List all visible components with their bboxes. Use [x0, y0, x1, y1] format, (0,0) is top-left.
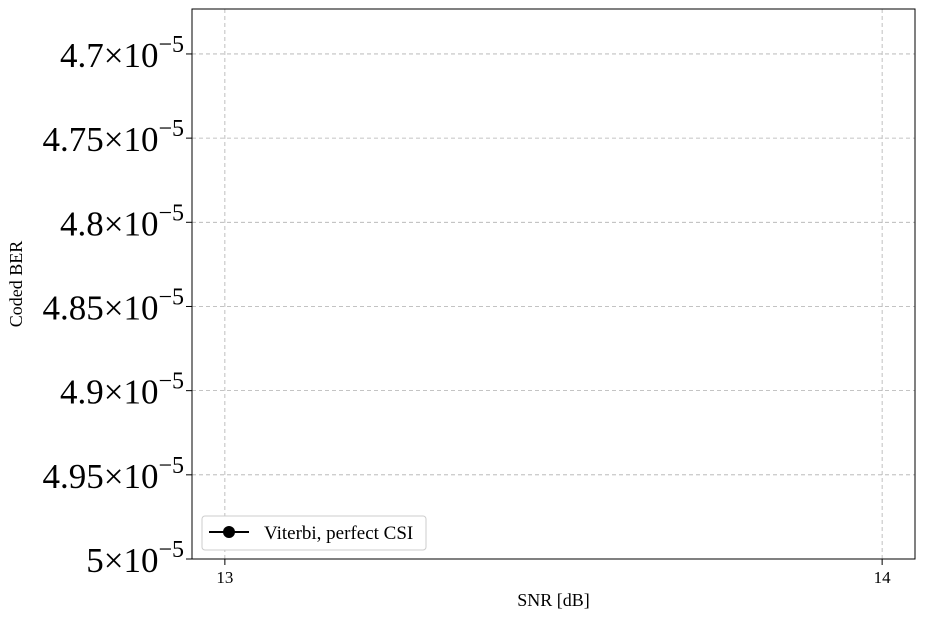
y-tick-label-2: 4.8×10−5 [60, 200, 184, 243]
y-tick-label-4: 4.9×10−5 [60, 369, 184, 412]
grid-lines [192, 9, 915, 560]
y-axis-ticks: 4.7×10−5 4.75×10−5 4.8×10−5 4.85×10−5 4.9×10… [42, 32, 192, 580]
legend-entry-label: Viterbi, perfect CSI [264, 523, 413, 544]
x-tick-label-1: 14 [874, 568, 892, 587]
x-tick-label-0: 13 [216, 568, 233, 587]
y-tick-label-1: 4.75×10−5 [42, 116, 184, 159]
plot-area-frame [191, 8, 916, 560]
x-axis-label: SNR [dB] [517, 590, 590, 610]
y-axis-label: Coded BER [6, 241, 26, 328]
legend-marker-circle [223, 526, 235, 538]
y-tick-label-3: 4.85×10−5 [42, 284, 184, 327]
legend-box [201, 515, 427, 551]
y-tick-label-5: 4.95×10−5 [42, 453, 184, 496]
y-tick-label-0: 4.7×10−5 [60, 32, 184, 75]
legend: Viterbi, perfect CSI [201, 515, 427, 551]
x-axis-ticks: 13 14 [216, 559, 891, 587]
y-tick-label-6: 5×10−5 [86, 537, 184, 580]
